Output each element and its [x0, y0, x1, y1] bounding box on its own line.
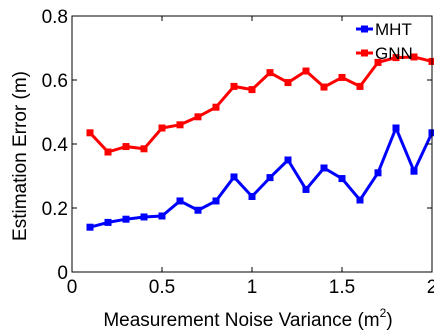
mht-data-point	[158, 212, 166, 220]
gnn-data-point	[122, 143, 130, 151]
gnn-data-point	[194, 113, 202, 121]
mht-data-point	[374, 169, 382, 177]
mht-legend-marker	[361, 25, 368, 33]
mht-data-point	[140, 213, 148, 221]
mht-data-point	[86, 223, 94, 231]
gnn-data-point	[248, 86, 256, 94]
mht-data-point	[338, 175, 346, 183]
mht-data-point	[356, 196, 364, 204]
series-layer	[86, 53, 434, 231]
y-tick-label: 0	[57, 263, 68, 284]
mht-data-point	[212, 197, 220, 205]
x-tick-label: 2	[427, 277, 434, 298]
y-axis-title: Estimation Error (m)	[10, 71, 31, 241]
mht-data-point	[230, 173, 238, 181]
mht-legend-label: MHT	[375, 20, 412, 39]
ticks-layer: 0 0.5 1 1.5 2 0 0.2 0.4 0.6 0.8	[42, 7, 434, 298]
gnn-data-point	[428, 57, 434, 65]
gnn-data-point	[266, 69, 274, 77]
gnn-data-point	[140, 145, 148, 153]
gnn-data-point	[320, 83, 328, 91]
gnn-data-point	[338, 73, 346, 81]
gnn-data-point	[374, 58, 382, 66]
legend: MHT GNN	[356, 20, 413, 63]
mht-data-point	[176, 197, 184, 205]
x-axis-title: Measurement Noise Variance (m2)	[103, 306, 392, 331]
mht-data-point	[194, 206, 202, 214]
y-tick-label: 0.2	[42, 199, 68, 220]
gnn-data-point	[392, 54, 400, 62]
gnn-legend-label: GNN	[375, 44, 413, 63]
gnn-data-point	[302, 67, 310, 75]
x-tick-label: 1.5	[329, 277, 355, 298]
gnn-data-point	[410, 53, 418, 61]
x-tick-label: 0	[67, 277, 78, 298]
gnn-data-point	[284, 79, 292, 87]
mht-data-point	[248, 192, 256, 200]
mht-data-point	[302, 185, 310, 193]
mht-data-point	[392, 124, 400, 132]
mht-data-point	[428, 129, 434, 137]
gnn-series-line	[88, 55, 433, 154]
x-tick-label: 1	[247, 277, 258, 298]
mht-data-point	[410, 167, 418, 175]
gnn-data-point	[356, 82, 364, 90]
gnn-data-point	[158, 124, 166, 132]
gnn-data-point	[176, 121, 184, 129]
mht-data-point	[122, 215, 130, 223]
mht-series-line	[89, 126, 434, 229]
y-tick-label: 0.4	[42, 135, 69, 156]
gnn-legend-marker	[361, 49, 368, 57]
y-tick-label: 0.8	[42, 7, 68, 28]
y-tick-label: 0.6	[42, 71, 68, 92]
gnn-data-point	[212, 103, 220, 111]
gnn-data-point	[230, 82, 238, 90]
x-tick-label: 0.5	[149, 277, 175, 298]
mht-data-point	[266, 174, 274, 182]
gnn-data-point	[86, 129, 94, 137]
mht-data-point	[320, 164, 328, 172]
gnn-data-point	[104, 148, 112, 156]
mht-data-point	[104, 218, 112, 226]
mht-data-point	[284, 156, 292, 164]
